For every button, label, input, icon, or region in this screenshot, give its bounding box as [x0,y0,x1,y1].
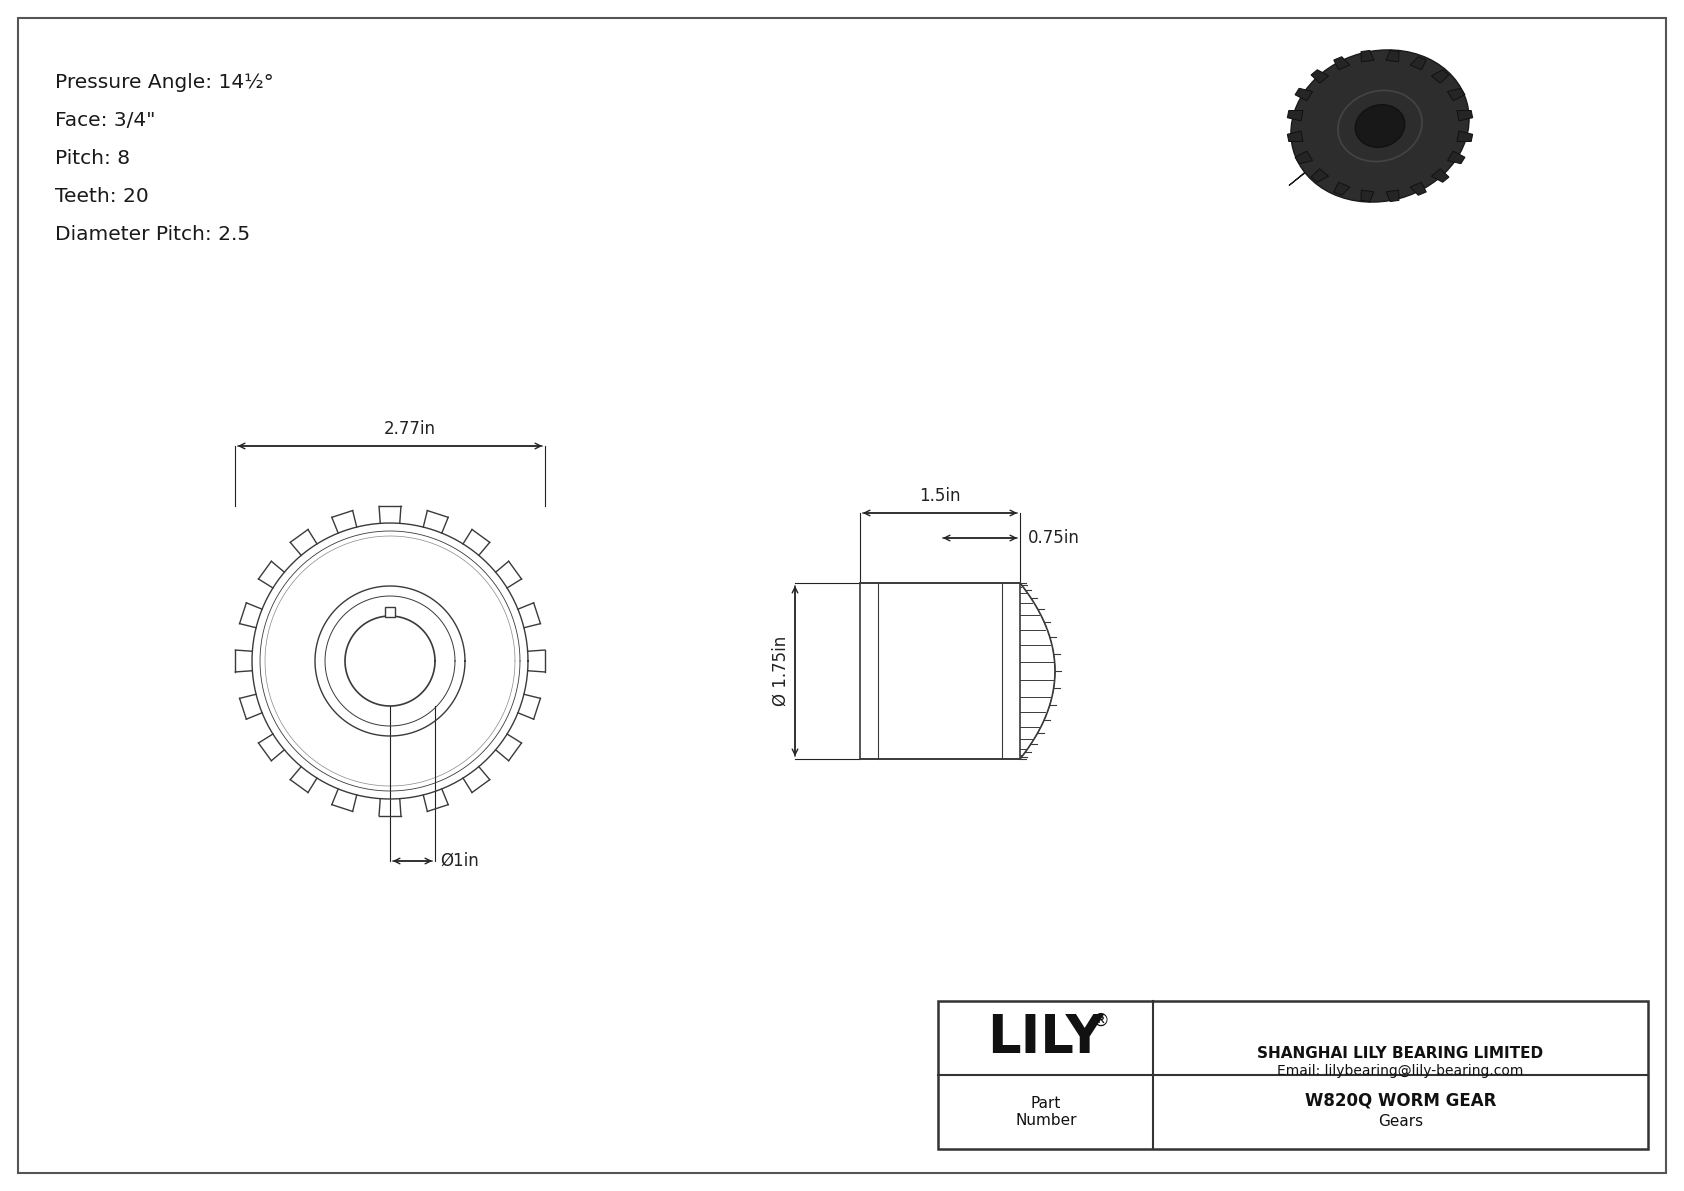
Text: SHANGHAI LILY BEARING LIMITED: SHANGHAI LILY BEARING LIMITED [1258,1046,1544,1060]
Ellipse shape [1356,105,1404,148]
Polygon shape [1386,50,1399,62]
Text: Ø1in: Ø1in [440,852,478,869]
Text: Pressure Angle: 14½°: Pressure Angle: 14½° [56,73,274,92]
Text: Gears: Gears [1378,1115,1423,1129]
Polygon shape [1312,169,1329,182]
Polygon shape [1410,57,1426,70]
Text: Ø 1.75in: Ø 1.75in [771,636,790,706]
Text: Diameter Pitch: 2.5: Diameter Pitch: 2.5 [56,225,251,244]
Polygon shape [1295,88,1312,101]
Polygon shape [1312,70,1329,83]
Polygon shape [1287,131,1303,142]
Text: Pitch: 8: Pitch: 8 [56,149,130,168]
Text: Teeth: 20: Teeth: 20 [56,187,148,206]
Text: 1.5in: 1.5in [919,487,962,505]
Polygon shape [1457,131,1472,142]
Text: Face: 3/4": Face: 3/4" [56,111,155,130]
Ellipse shape [1292,50,1468,202]
Text: Email: lilybearing@lily-bearing.com: Email: lilybearing@lily-bearing.com [1276,1064,1524,1078]
Polygon shape [1288,88,1408,186]
Polygon shape [1386,191,1399,201]
Polygon shape [1295,151,1312,163]
Polygon shape [1361,191,1374,201]
Text: W820Q WORM GEAR: W820Q WORM GEAR [1305,1091,1495,1109]
Polygon shape [1431,70,1448,83]
Text: LILY: LILY [987,1012,1105,1064]
Polygon shape [1287,111,1303,121]
Text: Part
Number: Part Number [1015,1096,1076,1128]
Polygon shape [1334,57,1351,70]
Bar [386,607,396,617]
Text: ®: ® [1091,1012,1110,1030]
Polygon shape [1361,50,1374,62]
Bar [938,1000,1649,1149]
Bar [861,584,1021,759]
Polygon shape [1431,169,1448,182]
Polygon shape [1457,111,1472,121]
Polygon shape [1448,151,1465,163]
Polygon shape [1334,182,1351,195]
Text: 0.75in: 0.75in [1027,529,1079,547]
Polygon shape [1448,88,1465,101]
Text: 2.77in: 2.77in [384,420,436,438]
Polygon shape [1410,182,1426,195]
